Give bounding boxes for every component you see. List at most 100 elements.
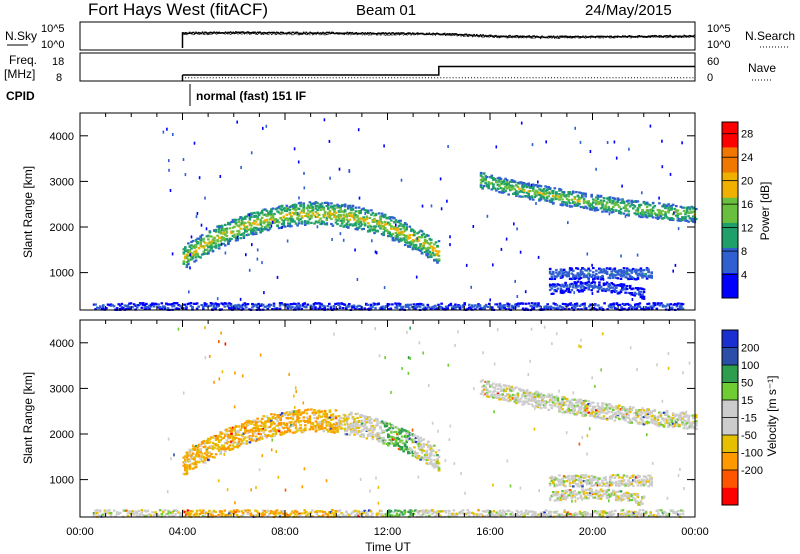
range-gate-cell <box>256 438 259 441</box>
nsearch-point <box>505 36 507 38</box>
range-gate-cell <box>343 203 347 206</box>
range-gate-cell <box>644 213 647 217</box>
range-gate-cell <box>628 284 632 288</box>
range-gate-cell <box>397 304 400 307</box>
range-gate-cell <box>307 216 310 219</box>
range-gate-cell <box>388 222 392 226</box>
nave-point <box>384 77 386 79</box>
range-gate-cell <box>564 284 567 287</box>
range-gate-cell <box>273 422 276 425</box>
range-gate-cell <box>545 197 549 200</box>
nsearch-point <box>546 37 548 39</box>
nsky-point <box>693 34 696 37</box>
range-gate-cell <box>238 304 242 307</box>
noise-cell <box>375 251 378 255</box>
range-gate-cell <box>310 216 313 219</box>
range-gate-cell <box>241 303 245 306</box>
range-gate-cell <box>588 269 592 272</box>
range-gate-cell <box>222 228 226 231</box>
range-gate-cell <box>547 195 550 198</box>
range-gate-cell <box>625 204 629 207</box>
range-gate-cell <box>216 443 219 446</box>
range-gate-cell <box>419 229 422 232</box>
range-gate-cell <box>268 303 271 306</box>
nave-point <box>240 77 242 79</box>
range-gate-cell <box>420 248 424 251</box>
nave-point <box>289 77 291 79</box>
range-gate-cell <box>217 247 221 250</box>
nsearch-point <box>651 36 653 38</box>
range-gate-cell <box>575 304 579 307</box>
nsky-point <box>677 35 679 38</box>
range-gate-cell <box>311 202 315 205</box>
range-gate-cell <box>354 307 357 311</box>
range-gate-cell <box>323 420 327 423</box>
nsearch-point <box>208 34 210 36</box>
range-gate-cell <box>220 437 224 440</box>
range-gate-cell <box>414 243 418 247</box>
range-gate-cell <box>220 302 223 305</box>
range-gate-cell <box>328 302 331 305</box>
range-gate-cell <box>314 215 318 219</box>
noise-cell <box>574 126 576 130</box>
range-gate-cell <box>478 308 482 311</box>
range-gate-cell <box>333 207 336 210</box>
range-gate-cell <box>377 225 381 228</box>
range-gate-cell <box>678 307 682 311</box>
range-gate-cell <box>525 183 529 186</box>
range-gate-cell <box>521 195 524 198</box>
nsky-point <box>282 31 285 34</box>
nsky-point <box>541 35 543 38</box>
range-gate-cell <box>228 307 231 310</box>
range-gate-cell <box>146 305 150 308</box>
range-gate-cell <box>358 308 362 311</box>
nsky-point <box>548 35 551 38</box>
range-gate-cell <box>145 302 148 305</box>
nsearch-point <box>404 34 406 36</box>
range-gate-cell <box>555 193 558 196</box>
range-gate-cell <box>627 214 630 217</box>
range-gate-cell <box>243 302 247 305</box>
range-gate-cell <box>596 290 600 293</box>
range-gate-cell <box>572 283 575 286</box>
range-gate-cell <box>166 303 170 306</box>
nsearch-point <box>498 37 500 39</box>
range-gate-cell <box>216 234 219 237</box>
range-gate-cell <box>578 196 581 199</box>
nsearch-point <box>548 37 550 39</box>
range-gate-cell <box>587 272 590 275</box>
range-gate-cell <box>590 281 593 284</box>
nsearch-point <box>241 33 243 35</box>
range-gate-cell <box>322 213 325 217</box>
range-gate-cell <box>190 255 193 258</box>
range-gate-cell <box>245 225 249 229</box>
range-gate-cell <box>653 205 657 208</box>
range-gate-cell <box>213 242 216 245</box>
range-gate-cell <box>294 411 298 414</box>
range-gate-cell <box>588 208 592 211</box>
range-gate-cell <box>559 193 563 197</box>
range-gate-cell <box>581 284 584 287</box>
range-gate-cell <box>348 204 352 207</box>
nsearch-point <box>675 36 677 38</box>
range-gate-cell <box>584 195 587 198</box>
nsky-point <box>354 32 356 35</box>
range-gate-cell <box>405 241 408 244</box>
range-gate-cell <box>576 194 580 197</box>
nave-point <box>541 77 543 79</box>
nsearch-point <box>673 37 675 39</box>
range-gate-cell <box>521 302 525 305</box>
range-gate-cell <box>621 302 625 306</box>
range-gate-cell <box>664 211 667 214</box>
nsky-point <box>260 32 263 34</box>
range-gate-cell <box>403 222 407 225</box>
nsky-point <box>492 35 495 38</box>
range-gate-cell <box>217 227 221 230</box>
range-gate-cell <box>587 201 590 204</box>
range-gate-cell <box>661 304 665 307</box>
nsky-point <box>250 32 253 34</box>
noise-cell <box>624 214 627 218</box>
range-gate-cell <box>528 186 532 189</box>
range-gate-cell <box>271 207 275 210</box>
range-gate-cell <box>214 308 217 311</box>
